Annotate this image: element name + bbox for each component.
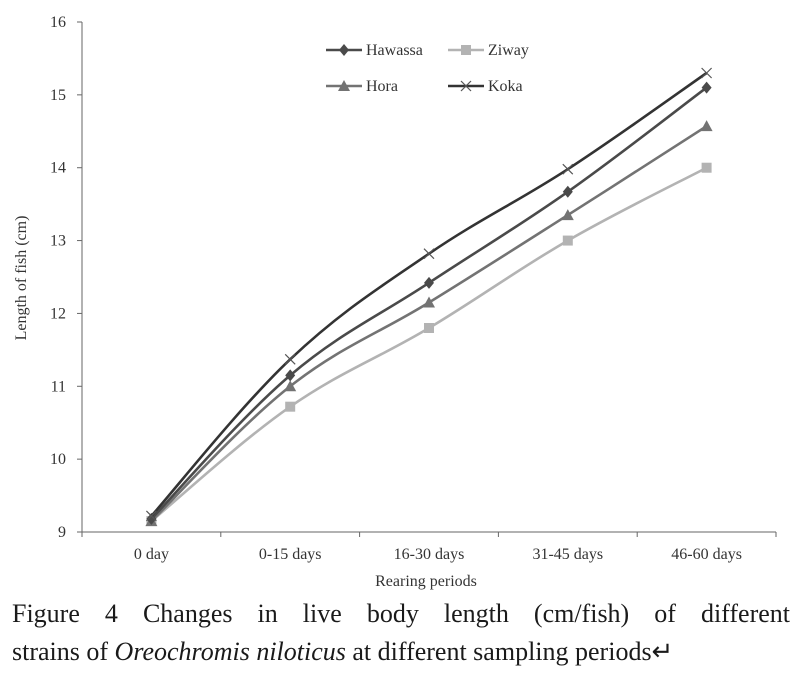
data-point-ziway: [701, 162, 712, 173]
x-tick-label: 0-15 days: [259, 546, 322, 563]
data-point-hawassa: [424, 276, 434, 289]
figure-caption: Figure 4 Changes in live body length (cm…: [12, 595, 790, 671]
legend-marker-ziway: [461, 45, 471, 55]
data-point-hawassa: [285, 369, 296, 382]
data-point-hora: [561, 209, 574, 221]
series-ziway: [146, 162, 712, 527]
y-tick-label: 12: [50, 305, 66, 322]
y-tick-label: 14: [50, 160, 66, 177]
caption-suffix: at different sampling periods↵: [345, 637, 674, 666]
x-marker-stroke: [701, 67, 713, 79]
data-point-ziway: [424, 323, 434, 333]
x-marker-stroke: [284, 353, 296, 365]
x-marker-stroke: [423, 248, 435, 260]
y-tick-label: 11: [51, 378, 66, 395]
legend-label-koka: Koka: [488, 78, 523, 95]
x-tick-label: 46-60 days: [671, 546, 742, 563]
data-point-koka: [701, 67, 713, 79]
legend-marker-hawassa: [339, 44, 349, 56]
data-point-koka: [284, 353, 296, 365]
y-axis-label: Length of fish (cm): [13, 216, 30, 341]
x-tick-label: 16-30 days: [394, 546, 465, 563]
data-point-koka: [423, 248, 435, 260]
legend-label-hawassa: Hawassa: [366, 42, 423, 59]
x-marker-stroke: [460, 80, 472, 92]
x-tick-label: 0 day: [134, 546, 169, 563]
data-point-koka: [562, 163, 574, 175]
data-point-hawassa: [562, 185, 573, 198]
caption-line-1: Figure 4 Changes in live body length (cm…: [12, 599, 790, 628]
data-point-hawassa: [701, 81, 712, 94]
data-point-hora: [284, 380, 297, 392]
legend-item-koka: Koka: [448, 78, 523, 95]
data-point-hora: [700, 120, 713, 132]
data-point-hawassa: [146, 512, 157, 525]
caption-line-2: strains of Oreochromis niloticus at diff…: [12, 633, 790, 671]
series-koka: [145, 67, 713, 522]
chart-legend: Hawassa Ziway Hora Koka: [326, 42, 529, 95]
x-marker-stroke: [562, 163, 574, 175]
y-axis-ticks: 9 10 11 12 13 14 15 16: [50, 14, 82, 541]
data-point-koka: [145, 510, 157, 522]
y-tick-label: 13: [50, 233, 66, 250]
chart-axes: [81, 22, 776, 533]
x-axis-label: Rearing periods: [375, 573, 477, 590]
legend-marker-hora: [338, 80, 350, 91]
legend-item-hora: Hora: [326, 78, 398, 95]
data-point-ziway: [562, 235, 573, 246]
legend-marker-koka: [460, 80, 472, 92]
data-point-hora: [423, 296, 435, 308]
series-line-koka: [150, 71, 708, 517]
data-point-ziway: [285, 401, 296, 412]
caption-species: Oreochromis niloticus: [114, 637, 346, 666]
legend-label-ziway: Ziway: [488, 42, 529, 59]
y-tick-label: 10: [50, 451, 66, 468]
x-marker-stroke: [145, 510, 157, 522]
chart-series: [145, 67, 713, 527]
series-line-ziway: [150, 166, 708, 523]
legend-item-ziway: Ziway: [448, 42, 529, 59]
caption-prefix: strains of: [12, 637, 115, 666]
x-axis-ticks: 0 day 0-15 days 16-30 days 31-45 days 46-60 …: [81, 532, 777, 563]
y-tick-label: 9: [58, 524, 66, 541]
legend-label-hora: Hora: [366, 78, 398, 95]
line-chart: 9 10 11 12 13 14 15 16 0 day 0-15 days 16-30 days…: [13, 14, 777, 590]
y-tick-label: 16: [50, 14, 66, 31]
series-hawassa: [146, 81, 712, 525]
x-tick-label: 31-45 days: [532, 546, 603, 563]
legend-item-hawassa: Hawassa: [326, 42, 423, 59]
y-tick-label: 15: [50, 87, 66, 104]
